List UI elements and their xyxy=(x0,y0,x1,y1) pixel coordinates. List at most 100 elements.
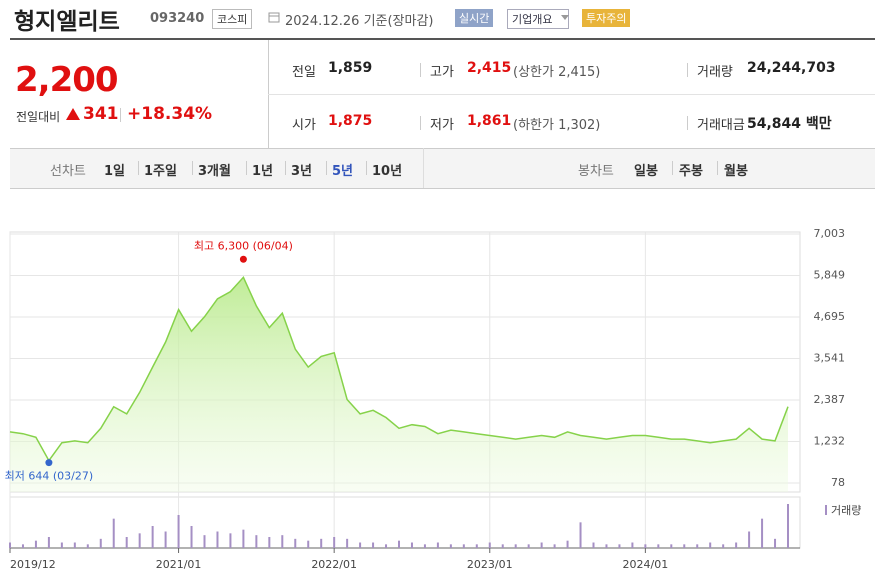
dropdown-arrow xyxy=(561,15,569,20)
period-tab[interactable]: 3년 xyxy=(291,164,313,179)
x-tick-label: 2019/12 xyxy=(10,558,56,571)
volume-bar xyxy=(385,544,388,548)
stat-label: 시가 xyxy=(292,118,316,133)
realtime-button[interactable]: 실시간 xyxy=(455,9,494,27)
divider xyxy=(687,116,688,130)
volume-bar xyxy=(216,531,219,548)
volume-bar xyxy=(320,538,323,548)
volume-bar xyxy=(151,526,154,548)
volume-bar xyxy=(268,537,271,548)
change-percent: +18.34% xyxy=(127,104,213,124)
divider xyxy=(326,161,327,175)
stat-value: 1,859 xyxy=(328,60,373,76)
volume-bar xyxy=(410,542,413,548)
period-tab[interactable]: 1년 xyxy=(252,164,274,179)
volume-bar xyxy=(618,544,621,548)
volume-bar xyxy=(488,542,491,548)
market-badge: 코스피 xyxy=(212,9,253,29)
quote-box xyxy=(10,38,875,188)
stat-value: 54,844 백만 xyxy=(747,116,832,132)
volume-bar xyxy=(501,544,504,548)
divider xyxy=(138,161,139,175)
x-tick-label: 2024/01 xyxy=(623,558,669,571)
volume-bar xyxy=(21,544,24,548)
annotation: 최저 644 (03/27) xyxy=(5,470,94,483)
volume-bar xyxy=(436,542,439,548)
volume-bar xyxy=(683,544,686,548)
volume-bar xyxy=(333,537,336,548)
volume-bar xyxy=(177,515,180,548)
divider xyxy=(246,161,247,175)
current-price: 2,200 xyxy=(15,60,119,100)
change: 341 xyxy=(83,104,119,124)
y-tick-label: 2,387 xyxy=(814,393,846,406)
volume-bar xyxy=(164,531,167,548)
volume-bar xyxy=(86,544,89,548)
volume-bar xyxy=(372,542,375,548)
y-tick-label: 7,003 xyxy=(814,227,846,240)
extreme-point xyxy=(45,459,53,467)
period-tab[interactable]: 1일 xyxy=(104,164,126,179)
volume-bar xyxy=(579,522,582,548)
stat-value: 2,415 xyxy=(467,60,512,76)
x-tick-label: 2022/01 xyxy=(311,558,357,571)
candle-tab[interactable]: 월봉 xyxy=(724,164,748,179)
stat-label: 고가 xyxy=(430,65,454,80)
volume-bar xyxy=(398,540,400,548)
volume-bar xyxy=(9,542,11,548)
volume-bar xyxy=(644,544,647,548)
volume-bar xyxy=(527,544,530,548)
volume-bar xyxy=(229,533,232,548)
volume-bar xyxy=(657,544,660,548)
volume-bar xyxy=(34,540,37,548)
volume-bar xyxy=(514,544,517,548)
stat-value: 1,875 xyxy=(328,113,373,129)
x-tick-label: 2023/01 xyxy=(467,558,513,571)
change-label: 전일대비 xyxy=(16,110,61,124)
volume-bar xyxy=(748,531,751,548)
y-tick-label: 5,849 xyxy=(814,268,846,281)
volume-bar xyxy=(462,544,465,548)
volume-bar xyxy=(423,544,426,548)
volume-bar xyxy=(47,537,50,548)
annotation: 최고 6,300 (06/04) xyxy=(194,239,293,252)
volume-bar xyxy=(112,518,115,548)
volume-bar xyxy=(475,544,478,548)
calendar-icon xyxy=(268,12,280,23)
volume-bar xyxy=(670,544,673,548)
volume-bar xyxy=(566,540,569,548)
company-info-button[interactable]: 기업개요 xyxy=(507,9,570,29)
y-tick-label: 4,695 xyxy=(814,310,846,323)
y-tick-label: 78 xyxy=(831,476,845,489)
period-tab[interactable]: 3개월 xyxy=(198,164,231,179)
volume-bar xyxy=(787,504,789,548)
candle-tab[interactable]: 일봉 xyxy=(634,164,658,179)
volume-bar xyxy=(307,540,310,548)
volume-bar xyxy=(696,544,699,548)
stat-label: 거래량 xyxy=(697,65,733,80)
tab-label: 선차트 xyxy=(50,164,86,179)
volume-bar xyxy=(73,542,76,548)
divider xyxy=(687,63,688,77)
divider xyxy=(192,161,193,175)
tab-label: 봉차트 xyxy=(578,164,614,179)
x-tick-label: 2021/01 xyxy=(156,558,202,571)
volume-bar xyxy=(735,542,738,548)
divider xyxy=(420,63,421,77)
period-tab[interactable]: 1주일 xyxy=(144,164,177,179)
period-tab[interactable]: 10년 xyxy=(372,164,403,179)
volume-bar xyxy=(774,538,777,548)
stat-note: (상한가 2,415) xyxy=(513,65,601,80)
candle-tab[interactable]: 주봉 xyxy=(679,164,703,179)
volume-bar xyxy=(709,542,712,548)
volume-bar xyxy=(294,538,297,548)
volume-bar xyxy=(203,535,206,548)
stat-value: 1,861 xyxy=(467,113,512,129)
period-tab[interactable]: 5년 xyxy=(332,164,354,179)
volume-bar xyxy=(125,537,128,548)
volume-bar xyxy=(346,538,349,548)
tab-bar xyxy=(10,148,875,189)
y-tick-label: 3,541 xyxy=(814,351,846,364)
